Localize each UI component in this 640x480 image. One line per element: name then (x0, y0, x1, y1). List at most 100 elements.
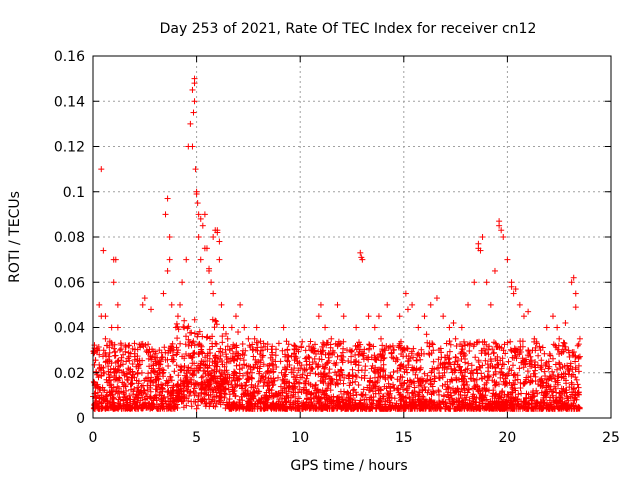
data-point (346, 347, 353, 354)
data-point (162, 211, 169, 218)
data-point (396, 313, 403, 320)
data-point (556, 335, 563, 342)
data-point (384, 301, 391, 308)
data-point (477, 247, 484, 254)
data-point (106, 374, 113, 381)
data-point (487, 362, 494, 369)
data-point (537, 347, 544, 354)
data-point (235, 329, 242, 336)
data-point (174, 313, 181, 320)
data-point (164, 195, 171, 202)
data-point (179, 279, 186, 286)
data-point (353, 324, 360, 331)
data-point (139, 301, 146, 308)
data-point (315, 313, 322, 320)
data-point (96, 301, 103, 308)
data-point (201, 211, 208, 218)
y-tick-label: 0.08 (54, 230, 85, 246)
data-point (284, 358, 291, 365)
data-point (508, 283, 515, 290)
data-point (208, 279, 215, 286)
data-point (102, 335, 109, 342)
data-point (190, 109, 197, 116)
data-point (224, 335, 231, 342)
data-point (152, 358, 159, 365)
data-point (232, 313, 239, 320)
data-point (496, 218, 503, 225)
data-point (576, 335, 583, 342)
data-point (525, 308, 532, 315)
data-point (168, 301, 175, 308)
data-point (206, 265, 213, 272)
data-point (249, 347, 256, 354)
data-point (438, 349, 445, 356)
data-point (114, 324, 121, 331)
data-point (210, 234, 217, 240)
data-point (195, 211, 202, 218)
data-point (199, 222, 206, 229)
data-point (322, 324, 329, 331)
data-point (183, 256, 190, 263)
data-point (172, 324, 179, 331)
data-point (498, 227, 505, 234)
data-point (487, 301, 494, 308)
data-point (100, 247, 107, 254)
data-point (166, 234, 173, 240)
data-point (177, 301, 184, 308)
data-point (512, 286, 519, 293)
data-point (390, 347, 397, 354)
data-point (201, 245, 208, 252)
data-point (543, 324, 550, 331)
data-point (516, 347, 523, 354)
data-point (433, 295, 440, 302)
data-point (226, 347, 233, 354)
data-point (127, 369, 134, 376)
data-point (568, 279, 575, 286)
data-point (237, 301, 244, 308)
data-point (193, 191, 200, 198)
data-point (131, 374, 138, 381)
y-tick-label: 0.02 (54, 366, 85, 382)
data-point (471, 279, 478, 286)
data-point (328, 335, 335, 342)
data-point (268, 360, 275, 367)
data-point (94, 347, 101, 354)
data-point (218, 301, 225, 308)
data-point (100, 369, 107, 376)
data-point (545, 358, 552, 365)
data-point (421, 313, 428, 320)
y-axis-label: ROTI / TECUs (7, 191, 23, 283)
data-point (340, 313, 347, 320)
x-tick-label: 20 (498, 430, 516, 446)
data-point (210, 290, 217, 297)
data-point (197, 256, 204, 263)
data-point (483, 279, 490, 286)
y-tick-label: 0.12 (54, 140, 85, 156)
data-point (520, 313, 527, 320)
data-point (309, 347, 316, 354)
data-point (479, 234, 486, 240)
data-point (266, 369, 273, 376)
data-point (121, 381, 128, 388)
data-point (467, 340, 474, 347)
data-point (465, 301, 472, 308)
data-point (110, 279, 117, 286)
data-point (191, 98, 198, 105)
data-point (141, 295, 148, 302)
data-point (452, 335, 459, 342)
data-point (96, 351, 103, 358)
data-point (119, 369, 126, 376)
data-point (446, 324, 453, 331)
data-point (554, 324, 561, 331)
data-point (181, 324, 188, 331)
data-point (192, 166, 199, 173)
data-point (380, 367, 387, 374)
data-point (303, 358, 310, 365)
data-point (125, 365, 132, 372)
data-point (500, 234, 507, 240)
data-point (164, 267, 171, 274)
data-point (531, 335, 538, 342)
data-point (259, 347, 266, 354)
axis-ticks: 0 5 10 15 20 25 0 0.02 0.04 0.06 0.08 0.1 0.12 0.14 0.… (54, 49, 620, 446)
